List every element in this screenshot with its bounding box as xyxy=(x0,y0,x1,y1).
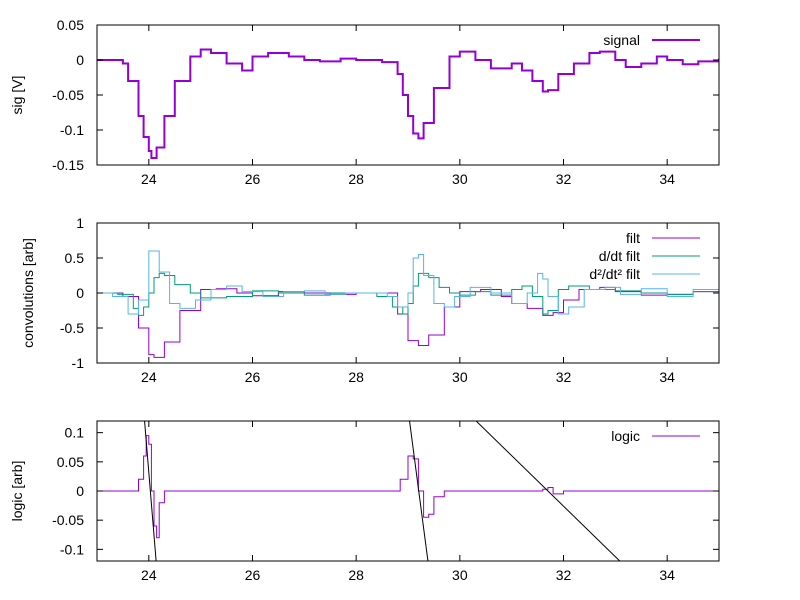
xtick-label-logic: 26 xyxy=(245,567,261,583)
xtick-label-logic: 32 xyxy=(556,567,572,583)
legend-label-filt: filt xyxy=(626,230,640,246)
series-logic-trigger-line-2 xyxy=(409,421,429,561)
series-logic-trigger-line-3 xyxy=(475,421,621,561)
ytick-label-logic: -0.05 xyxy=(52,512,84,528)
ylabel-convolutions: convolutions [arb] xyxy=(20,238,36,348)
xtick-label-convolutions: 24 xyxy=(141,369,157,385)
ytick-label-convolutions: 0.5 xyxy=(65,250,85,266)
series-convolutions-d-dt-filt xyxy=(97,272,719,316)
ylabel-signal: sig [V] xyxy=(9,76,25,115)
xtick-label-convolutions: 28 xyxy=(348,369,364,385)
xtick-label-convolutions: 26 xyxy=(245,369,261,385)
series-group-logic xyxy=(97,421,719,561)
series-logic-logic xyxy=(97,435,719,539)
ytick-label-convolutions: -0.5 xyxy=(60,320,84,336)
xtick-label-logic: 24 xyxy=(141,567,157,583)
ytick-label-convolutions: 1 xyxy=(76,215,84,231)
legend-convolutions: filt d/dt filt d²/dt² filt xyxy=(589,230,700,282)
xtick-label-signal: 34 xyxy=(659,171,675,187)
ytick-label-signal: -0.15 xyxy=(52,157,84,173)
ytick-label-convolutions: -1 xyxy=(72,355,85,371)
legend-label-signal: signal xyxy=(603,32,640,48)
ytick-label-signal: 0.05 xyxy=(57,17,84,33)
ytick-label-logic: -0.1 xyxy=(60,541,84,557)
series-convolutions-d-dt-filt xyxy=(97,250,719,315)
ytick-label-signal: -0.1 xyxy=(60,122,84,138)
series-group-signal xyxy=(97,48,719,159)
ytick-label-signal: 0 xyxy=(76,52,84,68)
legend-logic: logic xyxy=(611,428,700,444)
xtick-label-logic: 30 xyxy=(452,567,468,583)
ylabel-logic: logic [arb] xyxy=(9,461,25,522)
ytick-label-logic: 0.05 xyxy=(57,454,84,470)
ytick-label-logic: 0 xyxy=(76,483,84,499)
panel-signal: sig [V] signal 24 26 28 30 32 34 0.05 0 -0.05 -0.… xyxy=(9,17,720,187)
xtick-label-signal: 32 xyxy=(556,171,572,187)
ytick-label-signal: -0.05 xyxy=(52,87,84,103)
ytick-label-convolutions: 0 xyxy=(76,285,84,301)
xtick-label-convolutions: 30 xyxy=(452,369,468,385)
series-group-convolutions xyxy=(97,250,719,358)
xtick-label-convolutions: 34 xyxy=(659,369,675,385)
legend-signal: signal xyxy=(603,32,700,48)
xtick-label-signal: 24 xyxy=(141,171,157,187)
series-signal-signal xyxy=(97,48,719,159)
xtick-label-logic: 28 xyxy=(348,567,364,583)
ytick-label-logic: 0.1 xyxy=(65,425,85,441)
panel-convolutions: convolutions [arb] filt d/dt filt d²/dt²… xyxy=(20,215,720,385)
xtick-label-signal: 28 xyxy=(348,171,364,187)
legend-label-ddt-filt: d/dt filt xyxy=(599,248,640,264)
legend-label-d2dt2-filt: d²/dt² filt xyxy=(589,266,640,282)
series-logic-trigger-line-1 xyxy=(144,421,157,561)
xtick-label-convolutions: 32 xyxy=(556,369,572,385)
xtick-label-signal: 30 xyxy=(452,171,468,187)
legend-label-logic: logic xyxy=(611,428,640,444)
xtick-label-signal: 26 xyxy=(245,171,261,187)
xtick-label-logic: 34 xyxy=(659,567,675,583)
panel-logic: logic [arb] logic 24 26 28 30 32 34 0.1 0.05 0 -0… xyxy=(9,420,720,583)
